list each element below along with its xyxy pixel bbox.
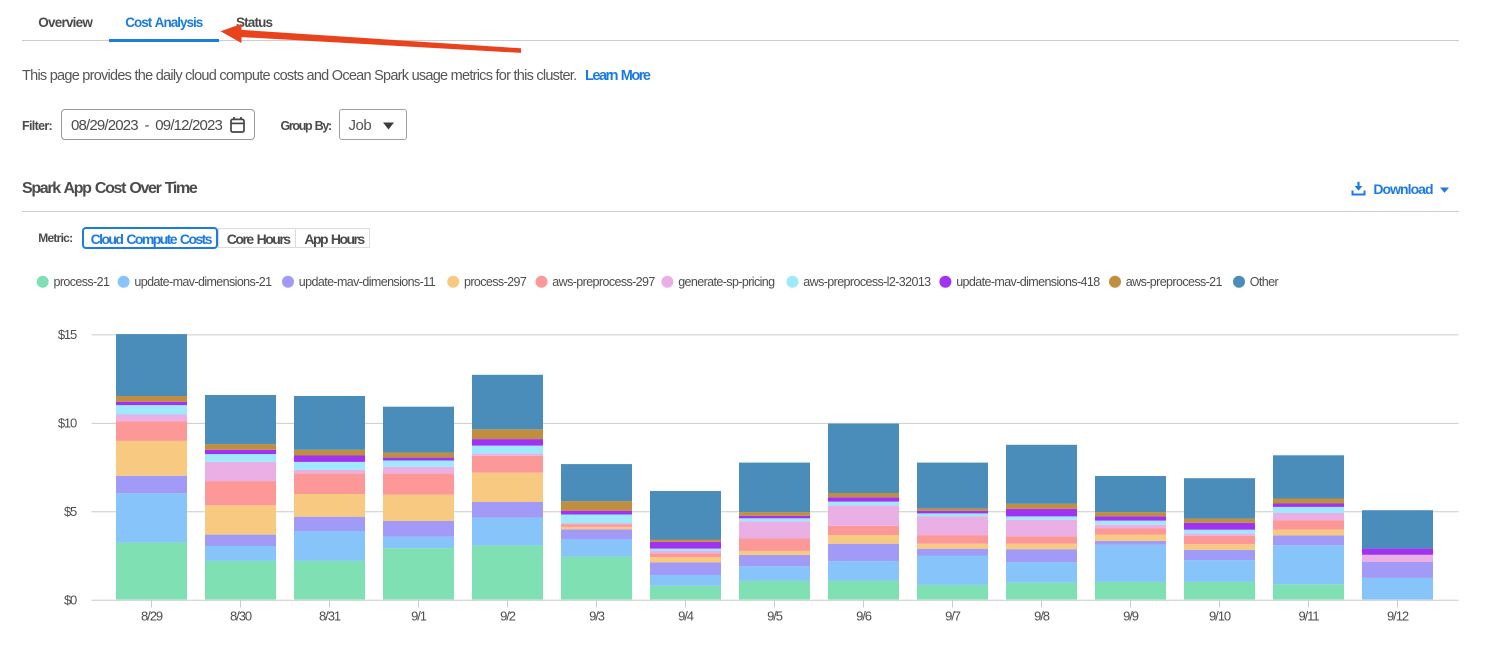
svg-text:8/29: 8/29: [141, 609, 163, 624]
svg-text:$5: $5: [64, 504, 77, 519]
svg-text:8/31: 8/31: [319, 609, 341, 624]
svg-text:9/7: 9/7: [945, 609, 961, 624]
svg-text:$10: $10: [58, 416, 77, 431]
svg-text:9/4: 9/4: [678, 609, 694, 624]
svg-text:update-mav-dimensions-11: update-mav-dimensions-11: [299, 275, 436, 289]
svg-text:$0: $0: [64, 593, 77, 608]
svg-text:9/2: 9/2: [500, 609, 516, 624]
svg-text:aws-preprocess-297: aws-preprocess-297: [552, 275, 655, 289]
svg-text:Other: Other: [1250, 275, 1279, 289]
svg-text:9/1: 9/1: [411, 609, 427, 624]
svg-text:9/9: 9/9: [1123, 609, 1139, 624]
svg-text:9/12: 9/12: [1387, 609, 1409, 624]
svg-text:process-21: process-21: [54, 275, 110, 289]
svg-text:generate-sp-pricing: generate-sp-pricing: [678, 275, 775, 289]
svg-text:9/8: 9/8: [1034, 609, 1050, 624]
svg-text:process-297: process-297: [464, 275, 527, 289]
svg-text:update-mav-dimensions-21: update-mav-dimensions-21: [134, 275, 272, 289]
svg-text:9/10: 9/10: [1209, 609, 1231, 624]
svg-text:9/5: 9/5: [767, 609, 783, 624]
svg-text:9/6: 9/6: [856, 609, 872, 624]
svg-text:9/11: 9/11: [1299, 609, 1320, 624]
svg-text:8/30: 8/30: [230, 609, 252, 624]
svg-text:update-mav-dimensions-418: update-mav-dimensions-418: [956, 275, 1100, 289]
svg-text:aws-preprocess-l2-32013: aws-preprocess-l2-32013: [803, 275, 931, 289]
svg-text:9/3: 9/3: [589, 609, 605, 624]
svg-text:aws-preprocess-21: aws-preprocess-21: [1126, 275, 1223, 289]
svg-text:$15: $15: [58, 327, 77, 342]
